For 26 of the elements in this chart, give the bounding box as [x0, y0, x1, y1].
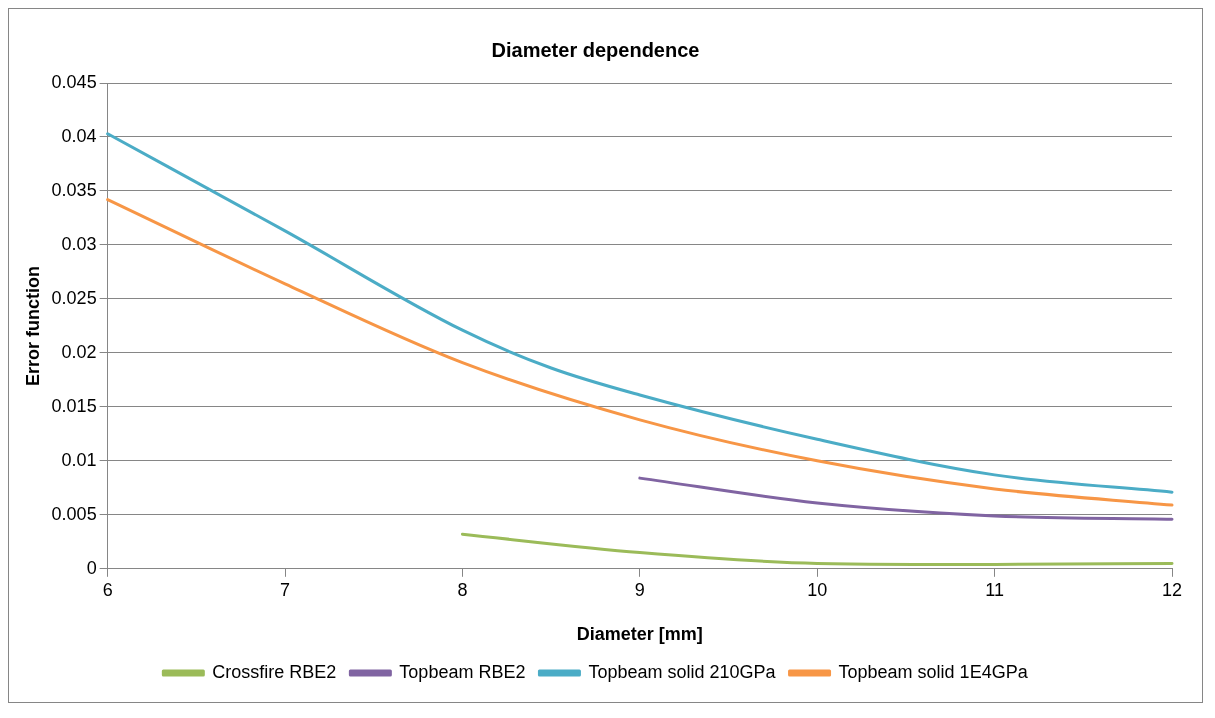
y-tick-label: 0.025 — [51, 287, 97, 308]
x-tick-label: 11 — [985, 579, 1004, 600]
y-tick-label: 0.015 — [51, 395, 97, 416]
chart-title: Diameter dependence — [491, 38, 700, 61]
x-tick-label: 6 — [102, 579, 113, 600]
legend-label: Topbeam solid 210GPa — [588, 661, 777, 682]
y-tick-label: 0.035 — [51, 179, 97, 200]
y-tick-label: 0.005 — [51, 503, 97, 524]
x-tick-label: 9 — [634, 579, 645, 600]
x-axis-title: Diameter [mm] — [576, 624, 703, 645]
y-axis-title: Error function — [22, 265, 43, 386]
legend-label: Topbeam RBE2 — [399, 661, 526, 682]
y-tick-label: 0 — [86, 557, 97, 578]
x-tick-label: 8 — [457, 579, 468, 600]
x-tick-label: 7 — [280, 579, 291, 600]
y-tick-label: 0.02 — [61, 341, 97, 362]
x-tick-label: 10 — [807, 579, 828, 600]
legend-label: Topbeam solid 1E4GPa — [838, 661, 1029, 682]
y-tick-label: 0.04 — [61, 125, 97, 146]
y-tick-label: 0.045 — [51, 71, 97, 92]
x-tick-label: 12 — [1161, 579, 1183, 600]
line-series — [638, 476, 1174, 521]
legend-label: Crossfire RBE2 — [212, 661, 337, 682]
y-tick-label: 0.03 — [61, 233, 97, 254]
y-tick-label: 0.01 — [61, 449, 97, 470]
line-series — [460, 532, 1174, 566]
